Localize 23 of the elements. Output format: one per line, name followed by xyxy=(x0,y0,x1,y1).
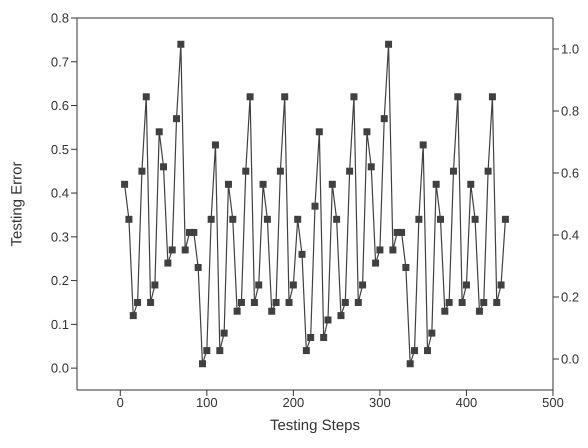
y-tick-label: 0.7 xyxy=(50,54,69,70)
y-axis-title: Testing Error xyxy=(8,161,26,247)
y-tick-label: 0.8 xyxy=(50,10,69,26)
y-tick-label: 0.6 xyxy=(50,98,69,114)
y-tick-label: 0.4 xyxy=(50,186,69,201)
y2-tick-label: 0.2 xyxy=(561,290,580,305)
y2-tick-label: 0.0 xyxy=(561,352,580,367)
x-tick-label: 400 xyxy=(456,395,478,410)
x-tick-label: 0 xyxy=(116,395,124,410)
x-tick-label: 200 xyxy=(282,395,304,410)
y2-tick-label: 1.0 xyxy=(561,42,580,57)
x-axis-title: Testing Steps xyxy=(270,417,360,434)
y-tick-label: 0.1 xyxy=(50,316,69,332)
y-tick-label: 0.3 xyxy=(50,229,69,244)
y-tick-label: 0.2 xyxy=(50,273,69,288)
y2-tick-label: 0.8 xyxy=(561,104,580,119)
y-tick-label: 0.0 xyxy=(50,360,69,376)
x-tick-label: 100 xyxy=(196,395,218,410)
y2-tick-label: 0.4 xyxy=(561,228,580,243)
y2-tick-label: 0.6 xyxy=(561,166,580,181)
y-tick-label: 0.5 xyxy=(50,142,69,157)
x-tick-label: 300 xyxy=(369,395,391,410)
x-tick-label: 500 xyxy=(542,395,564,410)
